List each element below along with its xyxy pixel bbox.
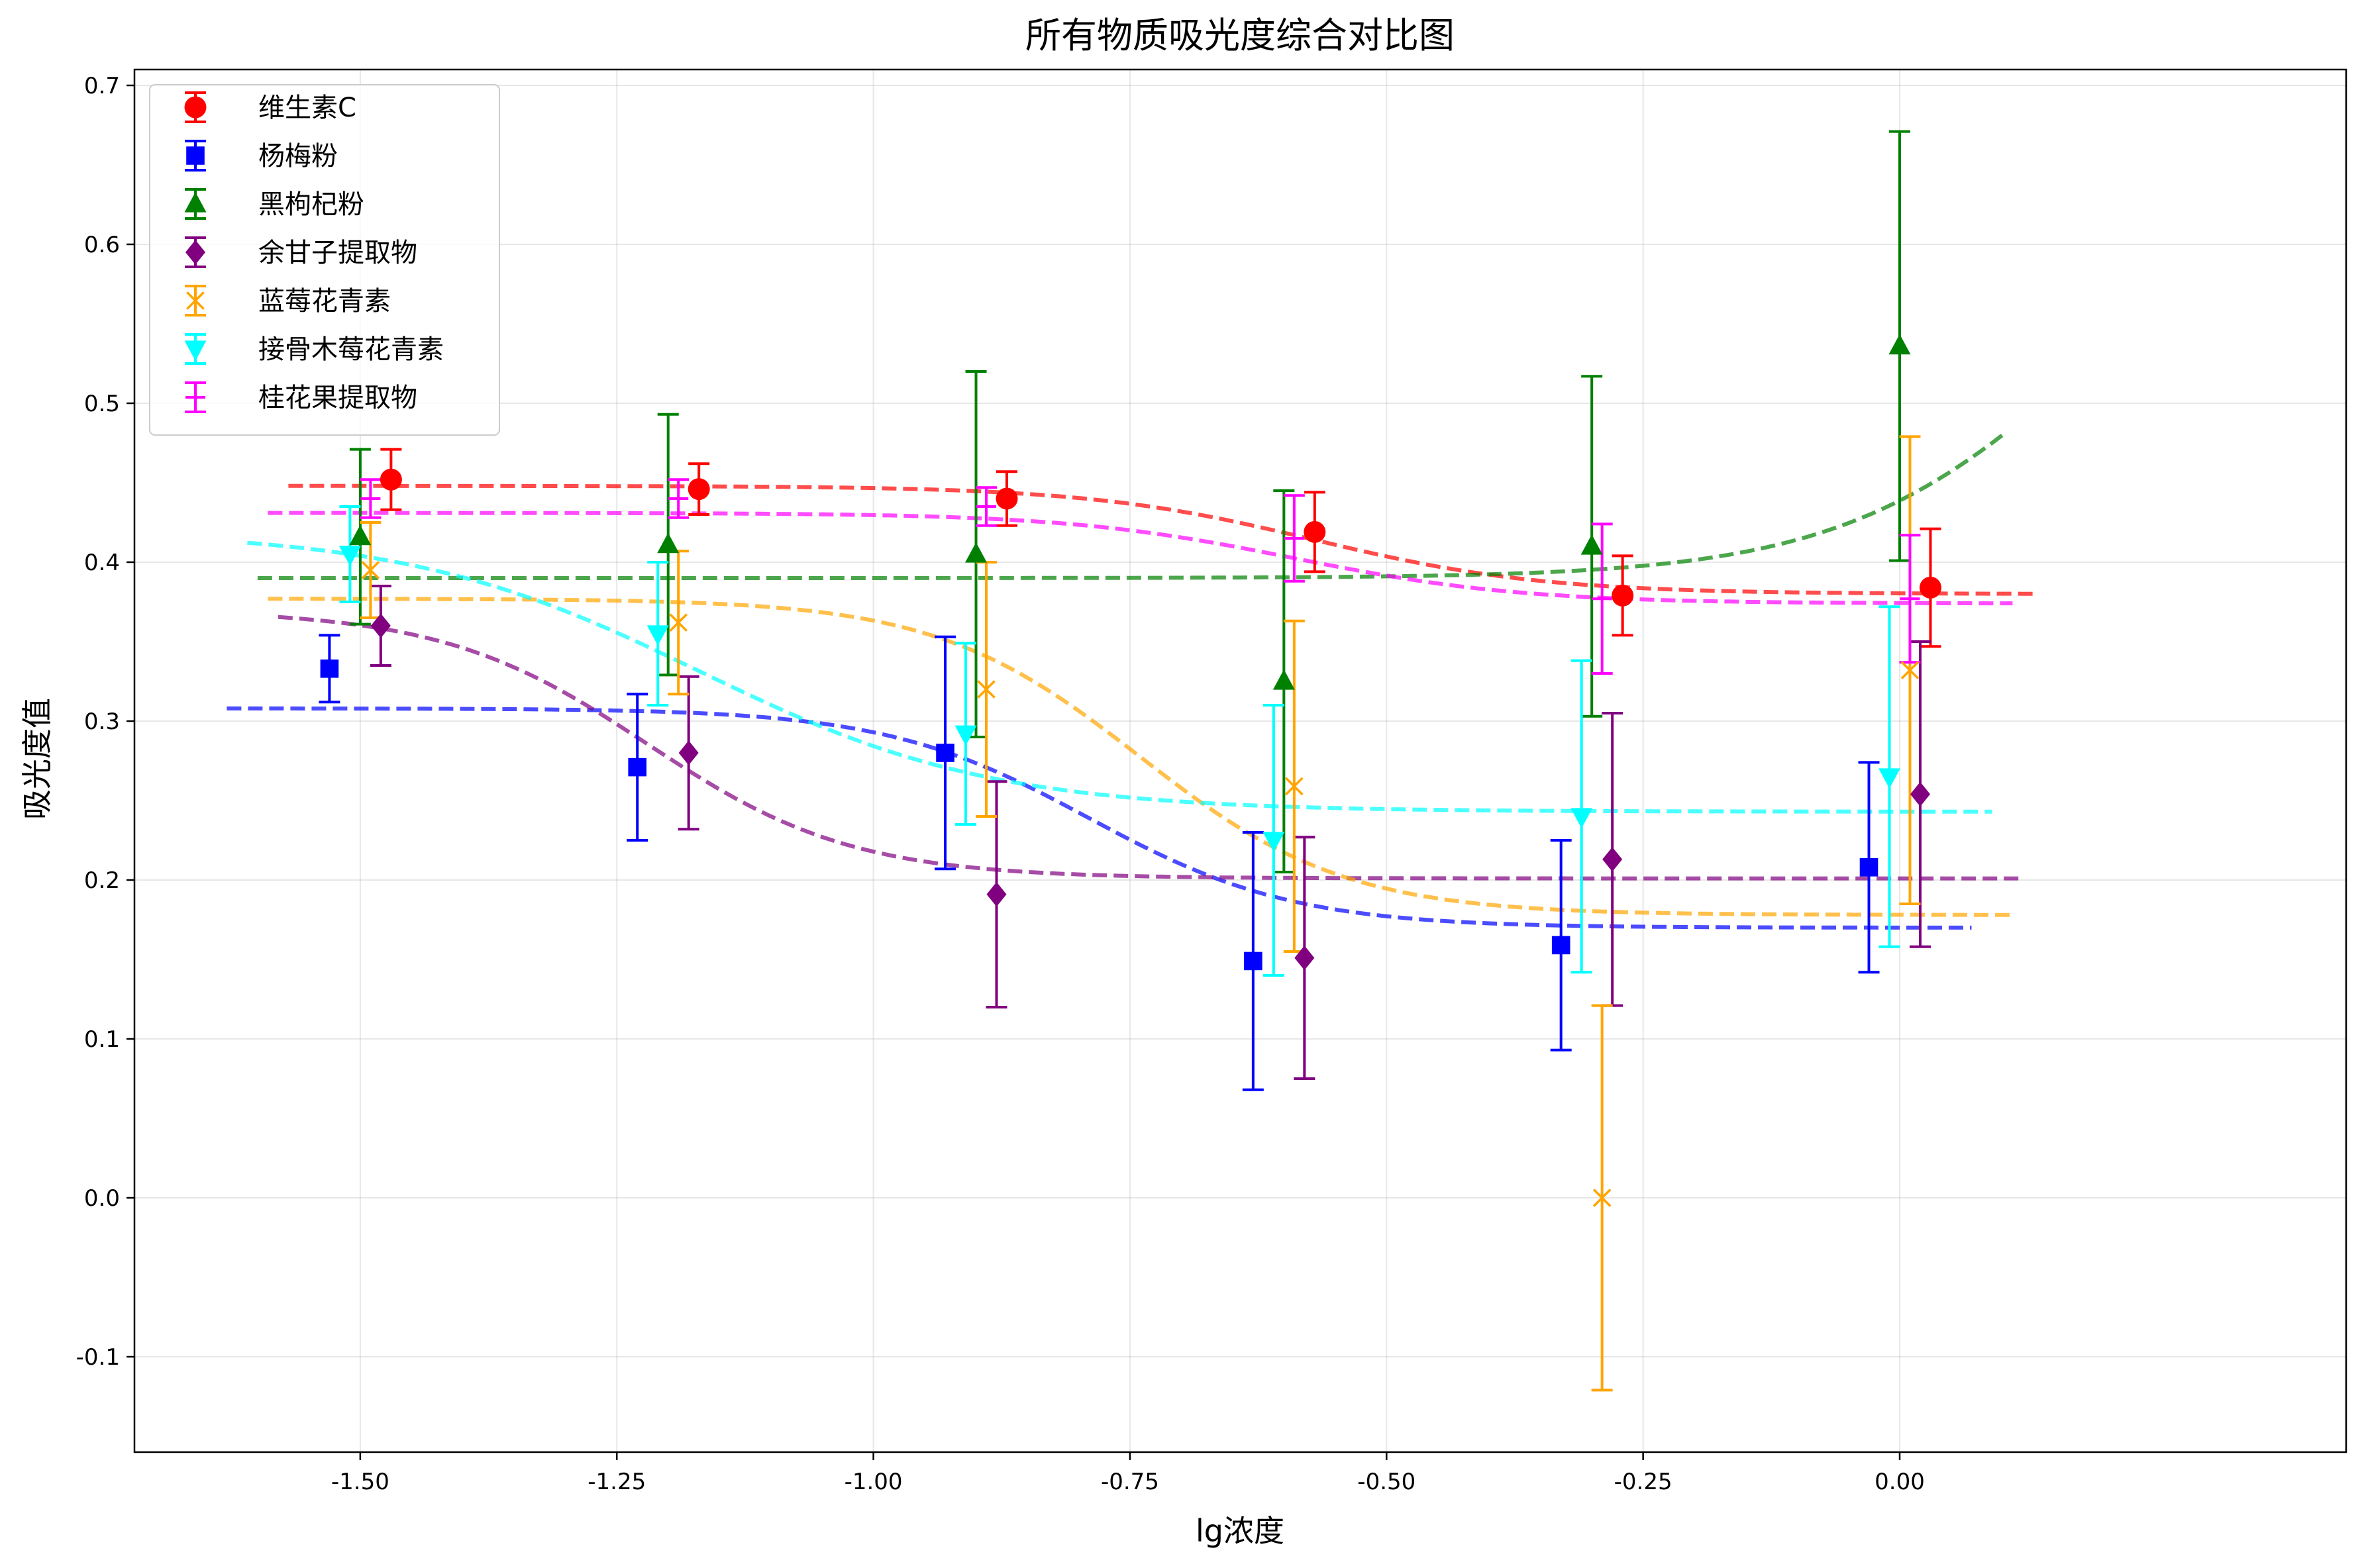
- data-point: [1919, 576, 1941, 599]
- x-tick-label: -1.00: [845, 1469, 903, 1495]
- data-point: [1570, 808, 1593, 828]
- legend-marker: [186, 146, 205, 165]
- data-point: [1602, 847, 1623, 872]
- x-axis: -1.50 -1.25 -1.00 -0.75 -0.50 -0.25 0.00: [331, 1452, 1925, 1495]
- legend-marker: [184, 340, 207, 361]
- y-tick-label: 0.7: [84, 73, 120, 99]
- data-point: [936, 744, 954, 762]
- data-point: [338, 546, 361, 566]
- data-point: [1304, 520, 1326, 543]
- fit-curve-1: [227, 706, 1972, 930]
- data-point: [965, 542, 988, 563]
- data-point: [349, 524, 372, 546]
- y-tick-label: 0.0: [84, 1185, 120, 1212]
- data-point: [1285, 777, 1304, 796]
- fit-curve-5: [247, 540, 1992, 814]
- y-tick-label: 0.5: [84, 391, 120, 417]
- legend-box: [149, 84, 500, 436]
- data-point: [688, 478, 710, 501]
- data-point: [669, 613, 688, 632]
- legend-marker: [184, 96, 207, 119]
- y-axis-title: 吸光度值: [19, 698, 55, 820]
- x-tick-label: -1.25: [588, 1469, 646, 1495]
- legend-label: 蓝莓花青素: [258, 286, 391, 317]
- data-point: [1294, 946, 1315, 971]
- fit-curve-6: [268, 511, 2013, 606]
- data-point: [1878, 768, 1901, 789]
- plot-frame: [133, 68, 2347, 1453]
- fit-curve-4: [268, 597, 2013, 917]
- data-point: [996, 487, 1018, 510]
- fit-curve-3: [278, 614, 2023, 881]
- chart-title: 所有物质吸光度综合对比图: [1025, 15, 1455, 56]
- legend-marker: [186, 291, 205, 310]
- data-point: [1910, 781, 1930, 807]
- data-point: [986, 882, 1007, 907]
- legend-label: 余甘子提取物: [258, 238, 417, 268]
- data-point: [1244, 952, 1262, 971]
- data-points: [320, 334, 1941, 1207]
- fit-curve-2: [257, 433, 2004, 580]
- fit-curve-0: [288, 483, 2033, 596]
- data-point: [954, 725, 977, 746]
- y-tick-label: 0.4: [84, 550, 120, 576]
- x-tick-label: -0.25: [1614, 1469, 1672, 1495]
- data-point: [1262, 832, 1285, 852]
- legend-label: 桂花果提取物: [258, 383, 417, 413]
- legend-marker: [185, 240, 205, 265]
- data-point: [370, 613, 391, 638]
- data-point: [646, 625, 669, 646]
- data-point: [1888, 334, 1911, 355]
- y-tick-label: 0.1: [84, 1026, 120, 1053]
- x-tick-label: -0.50: [1357, 1469, 1415, 1495]
- data-point: [1551, 936, 1570, 955]
- grid: [134, 70, 2346, 1452]
- data-point: [628, 758, 647, 777]
- x-tick-label: -0.75: [1101, 1469, 1159, 1495]
- x-tick-label: 0.00: [1875, 1469, 1925, 1495]
- x-axis-title: lg浓度: [1196, 1513, 1284, 1549]
- data-point: [1859, 858, 1878, 877]
- data-point: [361, 561, 380, 579]
- data-point: [1272, 669, 1295, 690]
- legend-marker: [184, 192, 207, 213]
- fit-curves: [227, 433, 2033, 930]
- legend-label: 维生素C: [258, 93, 356, 123]
- y-tick-label: 0.6: [84, 232, 120, 258]
- legend-label: 黑枸杞粉: [258, 189, 364, 220]
- y-tick-label: 0.2: [84, 867, 120, 894]
- x-tick-label: -1.50: [331, 1469, 389, 1495]
- data-point: [678, 740, 699, 765]
- legend-label: 杨梅粉: [258, 141, 338, 172]
- data-point: [657, 532, 680, 554]
- legend-label: 接骨木莓花青素: [258, 334, 444, 365]
- y-axis: -0.1 0.0 0.1 0.2 0.3 0.4 0.5 0.6 0.7: [76, 73, 134, 1371]
- data-point: [1612, 584, 1634, 607]
- data-point: [380, 468, 402, 491]
- data-point: [977, 680, 996, 699]
- data-point: [1900, 661, 1920, 680]
- data-point: [320, 660, 339, 678]
- y-tick-label: 0.3: [84, 709, 120, 735]
- data-point: [1580, 534, 1603, 555]
- y-tick-label: -0.1: [76, 1344, 120, 1371]
- data-point: [1592, 1189, 1612, 1207]
